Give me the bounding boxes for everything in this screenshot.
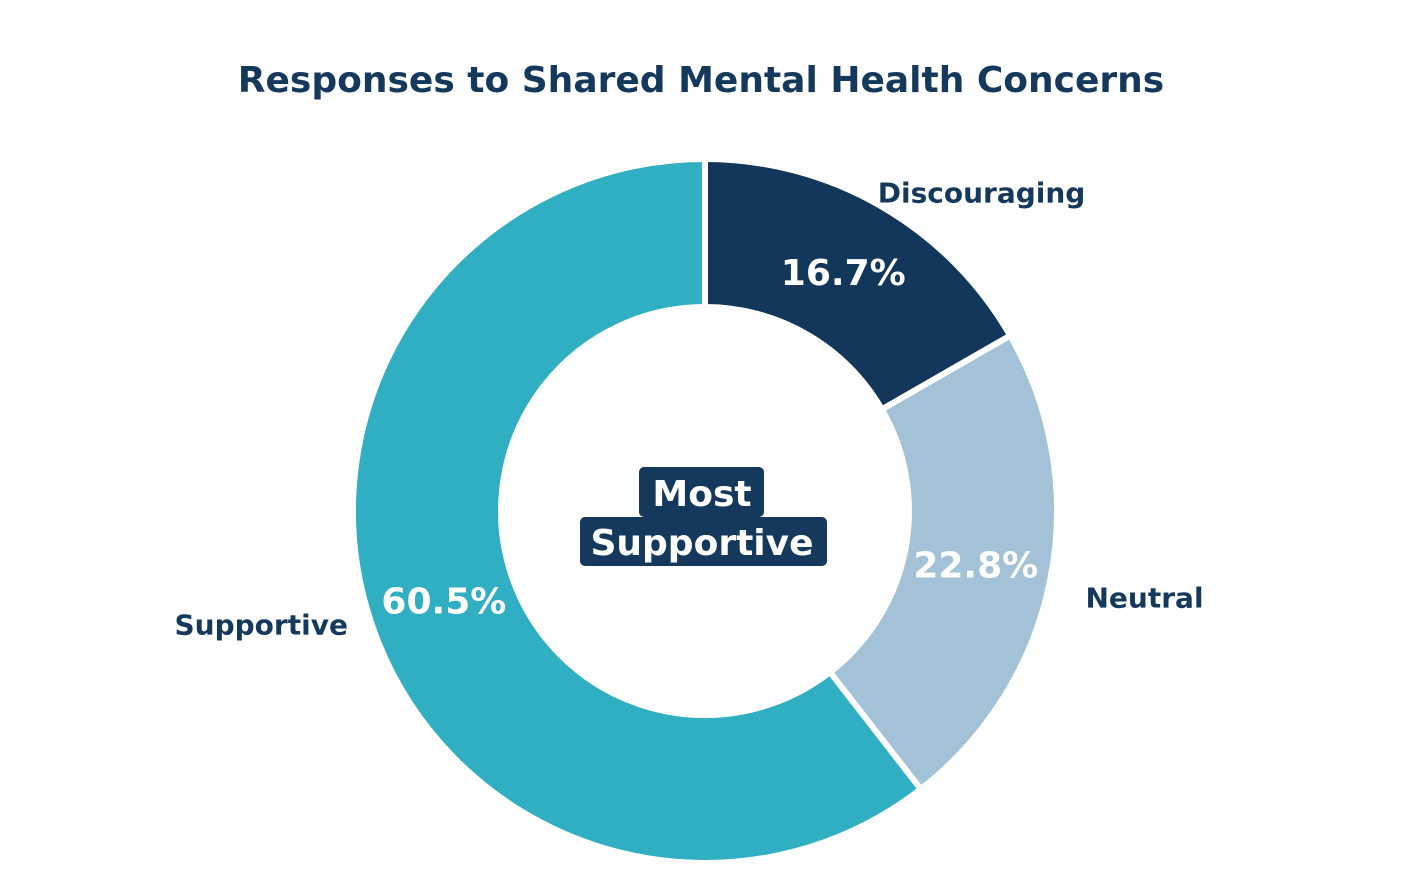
category-label-discouraging: Discouraging bbox=[878, 176, 1086, 209]
category-label-supportive: Supportive bbox=[174, 608, 347, 641]
value-label-supportive: 60.5% bbox=[381, 581, 506, 622]
center-label: Most Supportive bbox=[580, 467, 827, 566]
chart-title: Responses to Shared Mental Health Concer… bbox=[238, 60, 1164, 101]
center-label-line-1: Most bbox=[652, 474, 751, 515]
value-label-discouraging: 16.7% bbox=[781, 253, 906, 294]
labels: 16.7% Discouraging 22.8% Neutral 60.5% Suppor… bbox=[174, 176, 1203, 641]
slice-discouraging bbox=[702, 155, 1015, 414]
center-label-box-1 bbox=[639, 467, 764, 517]
slice-supportive bbox=[350, 155, 925, 866]
value-label-neutral: 22.8% bbox=[913, 545, 1038, 586]
slice-neutral bbox=[825, 331, 1061, 794]
center-label-box-2 bbox=[580, 517, 827, 566]
slices bbox=[350, 155, 1061, 866]
center-label-line-2: Supportive bbox=[590, 523, 813, 564]
category-label-neutral: Neutral bbox=[1086, 582, 1204, 615]
